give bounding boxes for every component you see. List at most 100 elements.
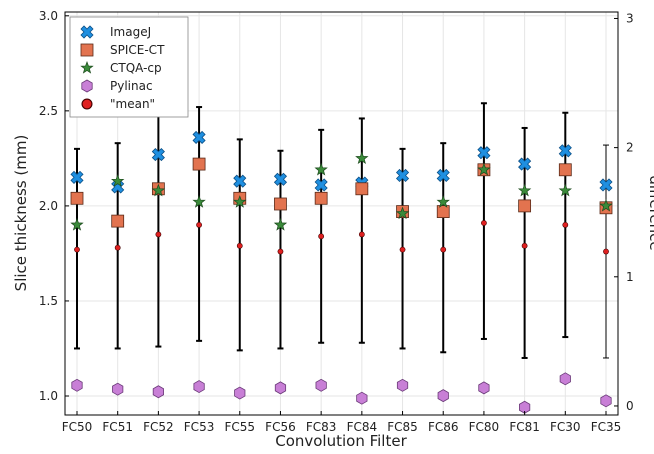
pylinac-point — [315, 378, 327, 392]
imagej-point — [70, 170, 84, 184]
pylinac-point — [478, 381, 490, 395]
spice-ct-point — [355, 182, 369, 196]
ctqa-cp-point — [558, 183, 572, 197]
y-tick-label: 1.5 — [39, 294, 58, 308]
pylinac-point — [71, 378, 83, 392]
ctqa-cp-point — [436, 195, 450, 208]
legend-label-imagej: ImageJ — [110, 25, 151, 39]
pylinac-point — [234, 386, 246, 400]
pylinac-point — [356, 391, 368, 405]
markers — [70, 130, 613, 414]
legend-label-ctqa-cp: CTQA-cp — [110, 61, 162, 75]
y-tick-label: 1.0 — [39, 389, 58, 403]
x-tick-label: FC53 — [184, 420, 215, 434]
pylinac-point — [112, 382, 124, 396]
ctqa-cp-point — [477, 162, 491, 176]
x-tick-label: FC55 — [224, 420, 255, 434]
legend-marker-ctqa-cp — [80, 60, 94, 74]
x-tick-label: FC83 — [306, 420, 337, 434]
ctqa-cp-point — [111, 174, 125, 187]
legend-label-pylinac: Pylinac — [110, 79, 153, 93]
x-tick-label: FC52 — [143, 420, 174, 434]
mean-point — [481, 220, 487, 226]
x-tick-label: FC85 — [387, 420, 418, 434]
ctqa-cp-point — [599, 198, 613, 212]
ctqa-cp-point — [395, 206, 410, 220]
ctqa-cp-point — [151, 183, 166, 197]
spice-ct-point — [111, 214, 125, 228]
x-tick-label: FC81 — [509, 420, 540, 434]
legend: ImageJ SPICE-CT CTQA-cp Pylinac "mean" — [69, 16, 189, 118]
spice-ct-point — [518, 199, 532, 213]
mean-point — [155, 231, 162, 238]
pylinac-point — [437, 389, 449, 403]
plot-frame — [64, 11, 619, 416]
imagej-point — [273, 172, 288, 186]
x-tick-label: FC86 — [428, 420, 459, 434]
pylinac-point — [193, 380, 205, 394]
legend-label-mean: "mean" — [110, 97, 155, 111]
imagej-point — [599, 178, 613, 192]
mean-point — [318, 233, 325, 240]
ctqa-cp-point — [233, 195, 247, 208]
ctqa-cp-point — [355, 151, 369, 165]
pylinac-point — [559, 372, 571, 386]
ctqa-cp-point — [517, 183, 532, 197]
mean-point — [521, 242, 528, 249]
legend-marker-mean — [81, 98, 93, 110]
ticks: FC50 FC51 FC52 FC53 FC55 FC56 FC83 FC84 FC85 FC86… — [39, 9, 634, 434]
y2-tick-label: 2 — [626, 141, 634, 155]
ctqa-cp-point — [314, 162, 328, 176]
y-tick-label: 3.0 — [39, 9, 58, 23]
imagej-point — [314, 178, 328, 192]
y-tick-label: 2.5 — [39, 104, 58, 118]
mean-point — [399, 246, 406, 253]
legend-label-spice-ct: SPICE-CT — [110, 43, 165, 57]
pylinac-point — [152, 385, 164, 399]
x-axis-label: Convolution Filter — [275, 432, 407, 450]
mean-point — [196, 222, 202, 228]
imagej-point — [233, 174, 247, 188]
x-tick-label: FC50 — [62, 420, 93, 434]
y-tick-label: 2.0 — [39, 199, 58, 213]
mean-point — [114, 244, 121, 251]
mean-point — [277, 248, 284, 255]
spice-ct-point — [70, 191, 84, 205]
imagej-point — [477, 146, 491, 160]
imagej-point — [151, 148, 165, 162]
spice-ct-point — [192, 157, 206, 171]
ctqa-cp-point — [70, 217, 84, 231]
imagej-point — [436, 168, 450, 183]
y2-tick-label: 1 — [626, 270, 634, 284]
legend-marker-pylinac — [81, 79, 93, 93]
mean-point — [440, 246, 447, 253]
spice-ct-point — [274, 197, 287, 211]
mean-point — [562, 222, 569, 228]
x-tick-label: FC56 — [265, 420, 296, 434]
imagej-point — [395, 168, 410, 183]
mean-point — [74, 246, 80, 253]
mean-point — [236, 242, 243, 249]
x-tick-label: FC84 — [347, 420, 378, 434]
x-tick-label: FC30 — [550, 420, 581, 434]
x-tick-label: FC80 — [469, 420, 500, 434]
spice-ct-point — [314, 191, 328, 205]
ctqa-cp-point — [192, 195, 206, 208]
imagej-point — [192, 130, 206, 145]
y2-tick-label: 0 — [626, 399, 634, 413]
spice-ct-point — [436, 205, 450, 218]
pylinac-point — [274, 381, 287, 395]
x-tick-label: FC35 — [591, 420, 622, 434]
imagej-point — [558, 144, 572, 158]
ctqa-cp-point — [273, 217, 288, 231]
spice-ct-point — [558, 163, 572, 177]
error-bars — [74, 102, 609, 359]
pylinac-point — [396, 378, 409, 392]
legend-marker-spice-ct — [80, 43, 94, 57]
y2-tick-label: 3 — [626, 11, 634, 25]
x-tick-label: FC51 — [102, 420, 133, 434]
y-axis-label: Slice thickness (mm) — [12, 135, 30, 292]
imagej-point — [518, 157, 532, 171]
